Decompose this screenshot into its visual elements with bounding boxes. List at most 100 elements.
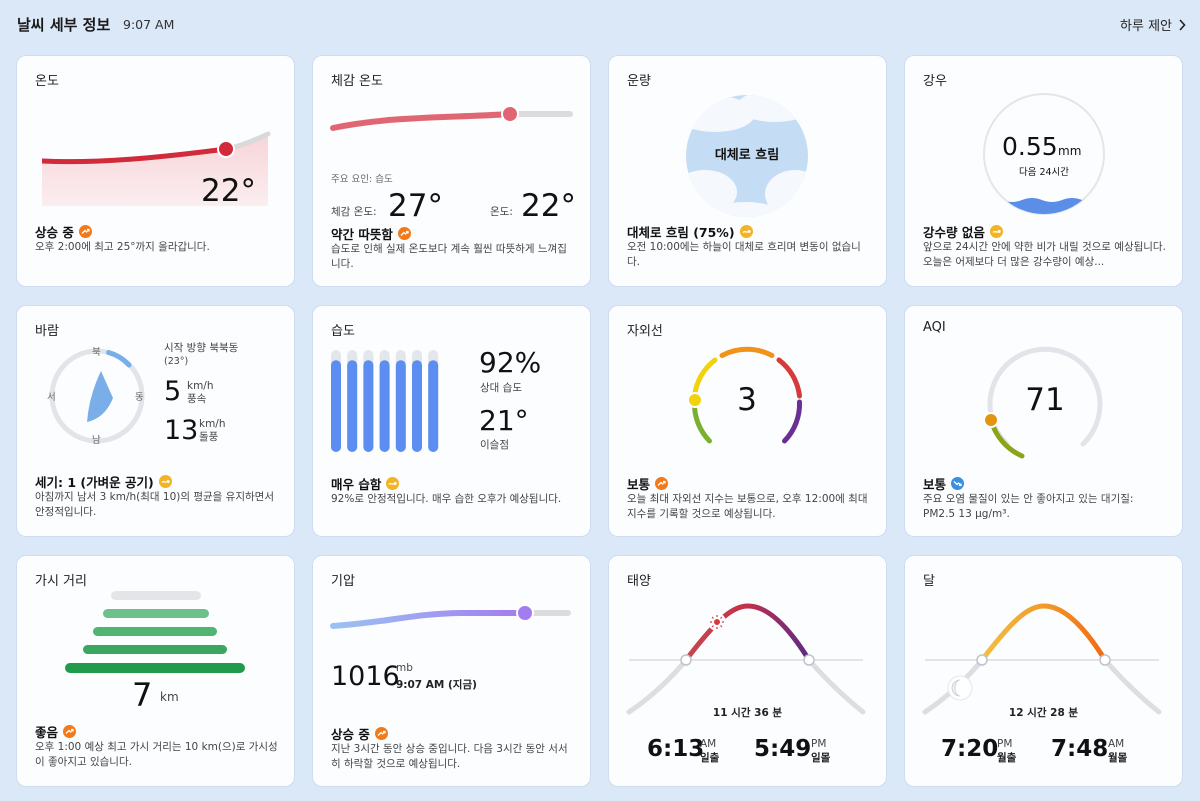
uv-index-title: 자외선 (627, 324, 663, 339)
trend-up-icon (397, 227, 411, 240)
compass-west: 서 (47, 392, 56, 403)
moon-arc-graph (922, 603, 1162, 715)
feels-like-card[interactable]: 체감 온도 주요 요인: 습도 체감 온도: 27° 온도: 22° 약간 따뜻… (313, 56, 590, 286)
actual-temp-label: 온도: (490, 206, 513, 218)
humidity-value-label: 상대 습도 (480, 382, 522, 394)
temperature-status: 상승 중 (35, 222, 92, 241)
trend-up-icon (63, 725, 77, 738)
cloud-cover-title: 운량 (627, 74, 651, 89)
humidity-card[interactable]: 습도 92% 상대 습도 21° 이슬점 매우 습함 92%로 안정적입니다. … (313, 306, 590, 536)
actual-temp-value: 22° (521, 188, 576, 224)
feels-like-status: 약간 따뜻함 (331, 224, 411, 243)
sunset-ampm: PM (811, 738, 827, 750)
header-time: 9:07 AM (123, 17, 175, 32)
wind-gust-value: 13 (164, 415, 199, 446)
header: 날씨 세부 정보 9:07 AM 하루 제안 (0, 0, 1200, 48)
wind-compass (49, 348, 145, 444)
wind-title: 바람 (35, 324, 59, 339)
wind-status-label: 세기: 1 (가벼운 공기) (35, 475, 154, 490)
moonset-time: 7:48 (1051, 736, 1109, 762)
pressure-trend-graph (330, 604, 571, 629)
feels-like-factor: 주요 요인: 습도 (331, 174, 393, 185)
cloud-cover-card[interactable]: 운량 대체로 흐림 대체로 흐림 (75%) 오전 10:00에는 하늘이 대체… (609, 56, 886, 286)
humidity-bar-fill (395, 360, 406, 452)
humidity-value: 92% (479, 346, 542, 379)
aqi-value: 71 (1025, 382, 1065, 418)
trend-up-icon (78, 225, 92, 238)
sunrise-ampm: AM (700, 738, 717, 750)
visibility-value: 7 (132, 676, 153, 714)
rain-gauge-icon (983, 93, 1105, 215)
temperature-card[interactable]: 온도 22° 상승 중 오후 2:00에 최고 25°까지 올라갑니다. (17, 56, 294, 286)
compass-south: 남 (92, 435, 101, 446)
moon-position-icon (947, 675, 973, 701)
uv-index-value: 3 (737, 382, 757, 418)
visibility-unit: km (160, 690, 179, 704)
visibility-card[interactable]: 가시 거리 7 km 좋음 오후 1:00 예상 최고 가시 거리는 10 km… (17, 556, 294, 786)
temperature-value: 22° (201, 173, 256, 209)
humidity-bars (331, 350, 439, 452)
uv-index-status: 보통 (627, 474, 669, 493)
pressure-description: 지난 3시간 동안 상승 중입니다. 다음 3시간 동안 서서히 하락할 것으로… (331, 743, 568, 770)
uv-index-gauge (687, 346, 803, 444)
daily-suggestion-button[interactable]: 하루 제안 (1120, 15, 1186, 34)
aqi-gauge (983, 346, 1103, 459)
precipitation-title: 강우 (923, 74, 947, 89)
wind-description: 아침까지 남서 3 km/h(최대 10)의 평균을 유지하면서 안정적입니다. (35, 491, 274, 518)
wind-gust-unit: km/h (199, 418, 226, 430)
wind-speed-unit: km/h (187, 380, 214, 392)
temperature-trend-graph (42, 131, 271, 206)
trend-stable-icon (739, 225, 753, 238)
visibility-description: 오후 1:00 예상 최고 가시 거리는 10 km(으)로 가시성이 좋아지고… (35, 741, 278, 768)
humidity-status-label: 매우 습함 (331, 477, 382, 492)
humidity-bar-fill (331, 360, 341, 452)
dew-point-label: 이슬점 (480, 439, 509, 451)
sunset-time: 5:49 (754, 736, 812, 762)
compass-east: 동 (135, 392, 144, 403)
moonrise-time: 7:20 (941, 736, 999, 762)
uv-index-card[interactable]: 자외선 3 보통 오늘 최대 자외선 지수는 보통으로, 오후 12:00에 최… (609, 306, 886, 536)
cloud-cover-circle-label: 대체로 흐림 (714, 148, 780, 163)
feels-like-trend-graph (330, 105, 573, 131)
moon-card[interactable]: 달 12 시간 28 분 7:20 PM 월출 7:48 AM 월몰 (905, 556, 1182, 786)
trend-stable-icon (158, 475, 172, 488)
cloud-cover-description: 오전 10:00에는 하늘이 대체로 흐리며 변동이 없습니다. (627, 241, 861, 268)
page-title: 날씨 세부 정보 (17, 16, 111, 34)
pressure-status: 상승 중 (331, 724, 388, 743)
temperature-status-label: 상승 중 (35, 225, 74, 240)
cloud-cover-status-label: 대체로 흐림 (75%) (627, 225, 735, 240)
precipitation-description: 앞으로 24시간 안에 약한 비가 내릴 것으로 예상됩니다. 오늘은 어제보다… (923, 241, 1166, 268)
feels-like-status-label: 약간 따뜻함 (331, 227, 393, 242)
wind-status: 세기: 1 (가벼운 공기) (35, 472, 172, 491)
feels-like-label: 체감 온도: (331, 206, 377, 218)
aqi-card[interactable]: AQI 71 보통 주요 오염 물질이 있는 안 좋아지고 있는 대기질: PM… (905, 306, 1182, 536)
humidity-bar-fill (412, 360, 422, 452)
moon-title: 달 (923, 574, 935, 589)
daily-suggestion-label: 하루 제안 (1120, 19, 1172, 34)
precipitation-card[interactable]: 강우 0.55 mm 다음 24시간 강수량 없음 앞으로 24시간 안에 약한… (905, 56, 1182, 286)
aqi-title: AQI (923, 320, 946, 335)
trend-stable-icon (989, 225, 1003, 238)
moonset-label: 월몰 (1108, 752, 1128, 764)
precipitation-value: 0.55 (1002, 132, 1058, 161)
wind-degrees: (23°) (164, 356, 189, 367)
pressure-card[interactable]: 기압 1016 mb 9:07 AM (지금) 상승 중 지난 3시간 동안 상… (313, 556, 590, 786)
chevron-right-icon (1179, 18, 1186, 31)
sun-arc-graph (626, 603, 866, 715)
sun-card[interactable]: 태양 11 시간 36 분 6:13 AM 일출 5:49 PM 일몰 (609, 556, 886, 786)
moonset-ampm: AM (1108, 738, 1125, 750)
wind-direction: 시작 방향 북북동 (164, 342, 239, 354)
humidity-description: 92%로 안정적입니다. 매우 습한 오후가 예상됩니다. (331, 493, 562, 505)
visibility-title: 가시 거리 (35, 574, 87, 589)
wind-speed-value: 5 (164, 376, 182, 407)
precipitation-unit: mm (1058, 144, 1082, 158)
wind-card[interactable]: 바람 북 동 남 서 시작 방향 북북동 (23°) 5 km/h 풍속 13 … (17, 306, 294, 536)
wind-speed-label: 풍속 (187, 393, 207, 405)
humidity-bar-fill (363, 360, 374, 452)
aqi-description: 주요 오염 물질이 있는 안 좋아지고 있는 대기질: PM2.5 13 μg/… (923, 493, 1134, 520)
sun-title: 태양 (627, 574, 651, 589)
trend-up-icon (374, 727, 388, 740)
humidity-bar-fill (347, 360, 358, 452)
moon-duration: 12 시간 28 분 (1008, 707, 1079, 719)
compass-north: 북 (92, 347, 101, 358)
